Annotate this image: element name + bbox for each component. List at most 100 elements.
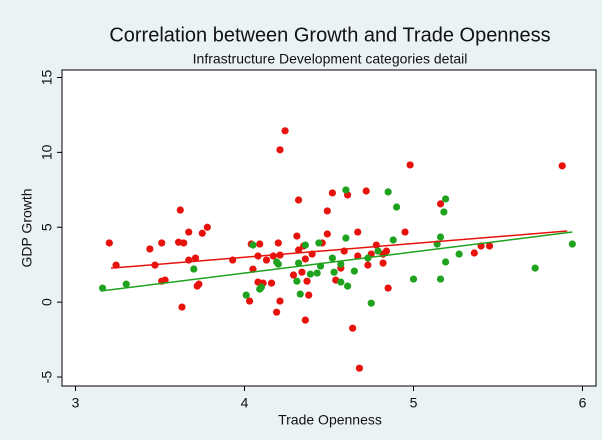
point xyxy=(323,230,331,238)
point xyxy=(349,324,357,332)
x-tick-label: 6 xyxy=(579,395,587,411)
point xyxy=(180,239,188,247)
x-tick-label: 4 xyxy=(241,395,249,411)
chart-subtitle: Infrastructure Development categories de… xyxy=(193,51,468,67)
point xyxy=(355,364,364,372)
point xyxy=(274,239,282,247)
point xyxy=(242,291,250,299)
point xyxy=(306,270,315,278)
point xyxy=(342,186,350,194)
point xyxy=(328,254,336,262)
point xyxy=(249,265,257,273)
point xyxy=(176,206,184,214)
point xyxy=(436,275,445,283)
point xyxy=(203,223,211,231)
y-tick-label: -5 xyxy=(39,371,55,384)
point xyxy=(455,250,463,258)
point xyxy=(294,196,303,204)
point xyxy=(442,258,450,266)
point xyxy=(185,228,193,236)
point xyxy=(440,208,448,216)
point xyxy=(257,283,266,291)
point xyxy=(122,280,130,288)
point xyxy=(191,254,200,262)
y-tick-label: 10 xyxy=(39,144,55,160)
x-tick-label: 5 xyxy=(410,395,418,411)
point xyxy=(301,316,309,324)
point xyxy=(249,241,257,249)
point xyxy=(384,284,392,292)
point xyxy=(382,247,391,255)
point xyxy=(362,187,370,195)
point xyxy=(273,308,281,316)
point xyxy=(105,239,113,247)
point xyxy=(379,259,387,267)
point xyxy=(289,271,298,279)
point xyxy=(281,127,289,135)
y-tick-label: 0 xyxy=(39,298,55,306)
point xyxy=(305,291,313,299)
point xyxy=(190,265,198,273)
x-axis-label: Trade Openness xyxy=(278,412,382,428)
point xyxy=(293,277,301,285)
fit-line xyxy=(110,230,568,269)
point xyxy=(350,267,358,275)
point xyxy=(330,268,338,276)
point xyxy=(337,278,345,286)
point xyxy=(558,162,566,170)
y-tick-label: 5 xyxy=(39,223,55,231)
point xyxy=(323,207,331,215)
point xyxy=(293,232,301,240)
point xyxy=(354,228,362,236)
x-tick-label: 3 xyxy=(72,395,80,411)
point xyxy=(276,297,284,305)
point xyxy=(364,261,372,269)
point xyxy=(470,249,478,257)
point xyxy=(303,277,311,285)
chart-title: Correlation between Growth and Trade Ope… xyxy=(109,24,550,46)
point xyxy=(146,245,154,253)
point xyxy=(406,161,414,169)
point xyxy=(531,264,539,272)
point xyxy=(485,242,494,250)
point xyxy=(158,239,166,247)
point xyxy=(193,282,201,290)
point xyxy=(294,246,303,254)
point xyxy=(367,299,375,307)
point xyxy=(374,247,382,255)
point xyxy=(276,146,284,154)
point xyxy=(392,203,401,211)
fit-line xyxy=(100,231,573,292)
point xyxy=(328,189,336,197)
point xyxy=(354,252,362,260)
point xyxy=(442,195,450,203)
point xyxy=(262,256,271,264)
point xyxy=(161,276,169,284)
point xyxy=(389,236,397,244)
point xyxy=(436,233,445,241)
point xyxy=(298,268,306,276)
point xyxy=(178,303,186,311)
point xyxy=(301,241,309,249)
point xyxy=(401,228,409,236)
point xyxy=(198,229,206,237)
point xyxy=(294,259,303,267)
point xyxy=(337,260,345,268)
point xyxy=(313,269,321,277)
point xyxy=(274,260,282,268)
point xyxy=(256,240,264,248)
point xyxy=(296,290,304,298)
point xyxy=(384,188,392,196)
point xyxy=(436,200,445,208)
plot-region xyxy=(61,69,597,387)
point xyxy=(343,282,352,290)
point xyxy=(315,239,323,247)
point xyxy=(409,275,418,283)
point xyxy=(301,255,309,263)
y-tick-label: 15 xyxy=(39,69,55,85)
point xyxy=(245,297,254,305)
point xyxy=(98,284,107,292)
point xyxy=(267,279,276,287)
